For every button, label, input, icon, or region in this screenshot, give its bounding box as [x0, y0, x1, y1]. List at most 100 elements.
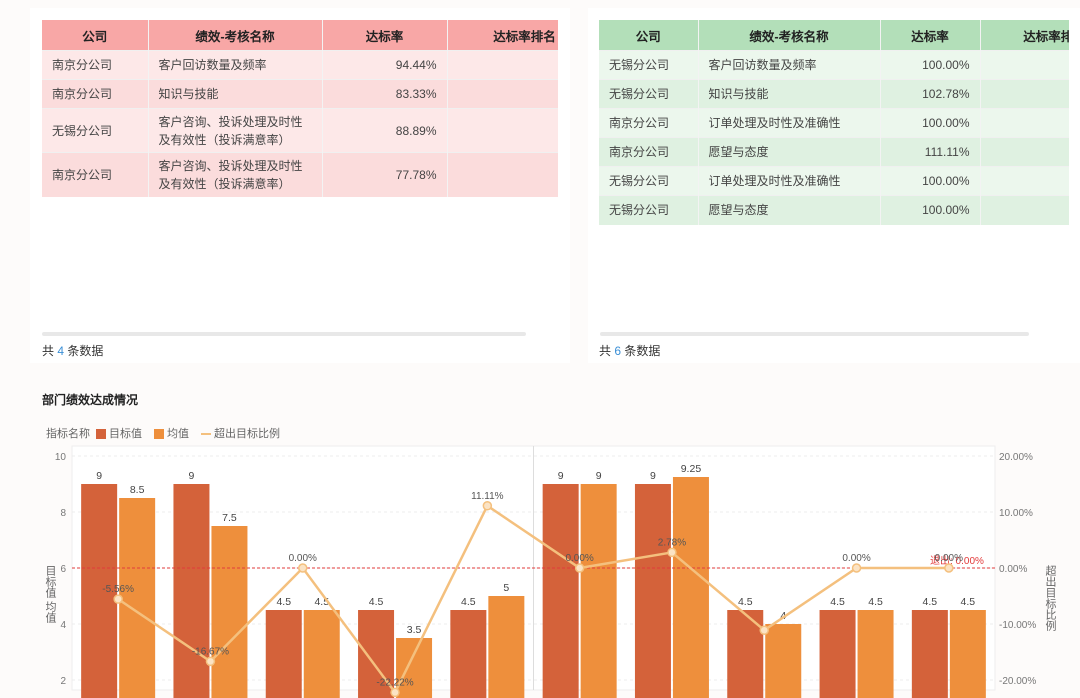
cell-company: 无锡分公司 — [42, 108, 149, 153]
line-point-label: 0.00% — [289, 553, 317, 564]
y-tick-label: 2 — [60, 676, 66, 687]
y2-tick-label: 20.00% — [999, 452, 1033, 463]
y-tick-label: 4 — [60, 620, 66, 631]
line-point — [574, 563, 585, 573]
bar-label: 9 — [189, 470, 195, 482]
legend-text: 目标值 — [109, 428, 142, 440]
cell-rate: 100.00% — [880, 50, 981, 80]
count-number: 6 — [614, 344, 622, 358]
bar-label: 9 — [650, 470, 656, 482]
cell-rank — [980, 166, 1069, 196]
count-prefix: 共 — [42, 344, 55, 358]
count-prefix: 共 — [599, 344, 612, 358]
cell-name: 客户回访数量及频率 — [148, 50, 323, 80]
table-row[interactable]: 无锡分公司 知识与技能 102.78% — [599, 79, 1069, 109]
right-table-scrollbar[interactable] — [600, 332, 1029, 336]
cell-rank — [980, 79, 1069, 109]
table-row[interactable]: 南京分公司 客户回访数量及频率 94.44% — [42, 50, 558, 80]
column-header[interactable]: 绩效-考核名称 — [148, 20, 323, 51]
cell-name: 订单处理及时性及准确性 — [698, 108, 881, 138]
cell-rank — [980, 108, 1069, 138]
table-row[interactable]: 南京分公司 知识与技能 83.33% — [42, 79, 558, 109]
cell-rate: 111.11% — [880, 137, 981, 167]
bar — [396, 638, 433, 698]
bar — [949, 610, 986, 698]
cell-rate: 100.00% — [880, 166, 981, 196]
bar-label: 4.5 — [868, 596, 883, 608]
table-row[interactable]: 无锡分公司 客户回访数量及频率 100.00% — [599, 50, 1069, 80]
y2-axis-title: 超出目标比例 — [1044, 565, 1056, 631]
left-record-count: 共 4 条数据 — [42, 342, 103, 359]
bar-label: 4.5 — [961, 596, 976, 608]
cell-company: 南京分公司 — [599, 137, 699, 167]
cell-name: 客户咨询、投诉处理及时性及有效性（投诉满意率） — [148, 108, 323, 153]
table-row[interactable]: 南京分公司 客户咨询、投诉处理及时性及有效性（投诉满意率） 77.78% — [42, 152, 558, 197]
count-number: 4 — [57, 344, 65, 358]
y-axis-title: 目标值 均值 — [44, 565, 56, 624]
cell-rank — [980, 195, 1069, 225]
bar-label: 3.5 — [407, 624, 422, 636]
cell-company: 南京分公司 — [42, 152, 149, 197]
legend-item-target[interactable]: 目标值 — [96, 425, 142, 441]
y-tick-label: 10 — [55, 452, 67, 463]
column-header[interactable]: 公司 — [42, 20, 149, 51]
bar — [765, 624, 802, 698]
bar — [173, 484, 210, 698]
bar — [119, 498, 156, 698]
cell-rank — [447, 79, 558, 109]
bar-label: 9 — [596, 470, 602, 482]
line-point-label: 0.00% — [842, 553, 870, 564]
bar — [672, 477, 709, 698]
line-point-label: -5.56% — [102, 584, 134, 595]
line-point — [390, 687, 400, 698]
column-header[interactable]: 达标率 — [880, 20, 981, 51]
cell-name: 客户回访数量及频率 — [698, 50, 881, 80]
column-header[interactable]: 达标率 — [322, 20, 448, 51]
column-header[interactable]: 达标率排名 — [447, 20, 558, 51]
left-table-scrollbar[interactable] — [42, 332, 526, 336]
table-row[interactable]: 无锡分公司 客户咨询、投诉处理及时性及有效性（投诉满意率） 88.89% — [42, 108, 558, 153]
legend-item-mean[interactable]: 均值 — [154, 425, 189, 441]
reference-line-label: 退出: 0.00% — [930, 554, 984, 567]
line-point — [851, 563, 862, 573]
table-row[interactable]: 无锡分公司 订单处理及时性及准确性 100.00% — [599, 166, 1069, 196]
cell-rate: 102.78% — [880, 79, 981, 109]
count-suffix: 条数据 — [624, 344, 661, 358]
count-suffix: 条数据 — [67, 344, 104, 358]
ratio-line — [117, 503, 949, 695]
line-point — [298, 563, 308, 573]
cell-name: 知识与技能 — [148, 79, 323, 109]
bar-label: 9 — [96, 470, 102, 482]
table-row[interactable]: 无锡分公司 愿望与态度 100.00% — [599, 195, 1069, 225]
cell-rank — [447, 152, 558, 197]
legend-item-ratio[interactable]: 超出目标比例 — [201, 425, 280, 441]
y2-tick-label: -20.00% — [999, 676, 1036, 687]
line-point — [113, 594, 123, 604]
cell-company: 南京分公司 — [599, 108, 699, 138]
bar — [303, 610, 340, 698]
legend-label: 指标名称 — [46, 428, 90, 440]
cell-company: 无锡分公司 — [599, 195, 699, 225]
chart-title: 部门绩效达成情况 — [42, 393, 139, 407]
legend-text: 均值 — [167, 428, 189, 440]
plot-area — [71, 445, 996, 691]
column-header[interactable]: 绩效-考核名称 — [698, 20, 881, 51]
line-point — [482, 501, 493, 511]
y2-tick-label: -10.00% — [999, 620, 1036, 631]
cell-company: 无锡分公司 — [599, 50, 699, 80]
cell-rate: 94.44% — [322, 50, 448, 80]
bar — [580, 484, 617, 698]
bar-label: 8.5 — [130, 484, 145, 496]
column-header[interactable]: 公司 — [599, 20, 699, 51]
table-row[interactable]: 南京分公司 订单处理及时性及准确性 100.00% — [599, 108, 1069, 138]
column-header[interactable]: 达标率排名 — [980, 20, 1069, 51]
line-point-label: -22.22% — [376, 677, 413, 688]
table-row[interactable]: 南京分公司 愿望与态度 111.11% — [599, 137, 1069, 167]
cell-name: 愿望与态度 — [698, 137, 881, 167]
cell-name: 知识与技能 — [698, 79, 881, 109]
bar-label: 4.5 — [923, 596, 938, 608]
line-point — [205, 656, 216, 667]
line-point — [667, 547, 677, 558]
